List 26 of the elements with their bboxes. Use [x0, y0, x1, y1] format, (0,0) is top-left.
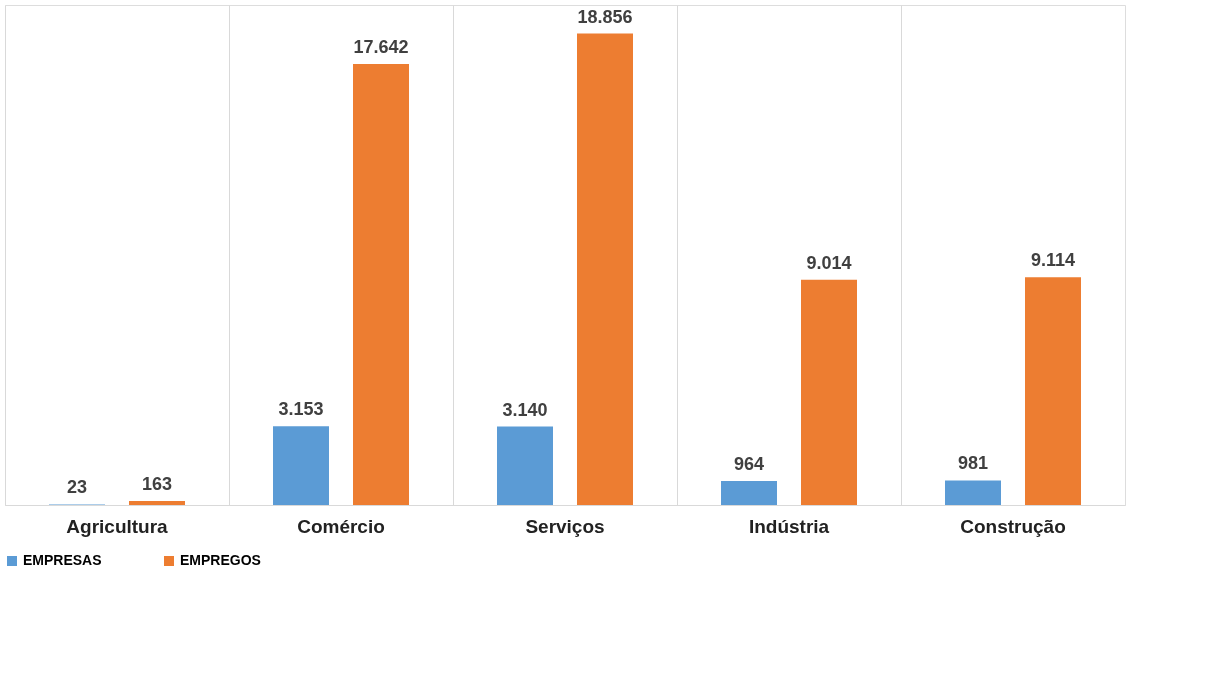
data-label: 3.153: [278, 399, 324, 420]
data-label: 9.114: [1030, 250, 1076, 271]
data-label: 964: [733, 453, 765, 474]
data-label: 981: [957, 453, 989, 474]
bar: [721, 480, 777, 505]
legend-label: EMPREGOS: [180, 552, 261, 568]
x-tick-label: Construção: [960, 515, 1066, 537]
bar: [129, 500, 185, 505]
data-label: 23: [66, 477, 88, 498]
legend-label: EMPRESAS: [23, 552, 102, 568]
data-label: 18.856: [577, 6, 633, 27]
bar: [353, 63, 409, 505]
bar: [1025, 277, 1081, 505]
data-label: 3.140: [502, 399, 548, 420]
bar: [497, 426, 553, 505]
data-label: 163: [141, 473, 173, 494]
bar: [945, 480, 1001, 505]
bar: [577, 33, 633, 505]
bar: [273, 426, 329, 505]
data-label: 17.642: [353, 36, 409, 57]
bar: [801, 279, 857, 505]
x-tick-label: Comércio: [297, 515, 385, 537]
x-tick-label: Indústria: [748, 515, 830, 537]
data-label: 9.014: [806, 252, 852, 273]
x-tick-label: Agricultura: [66, 515, 169, 537]
x-tick-label: Serviços: [525, 515, 605, 537]
